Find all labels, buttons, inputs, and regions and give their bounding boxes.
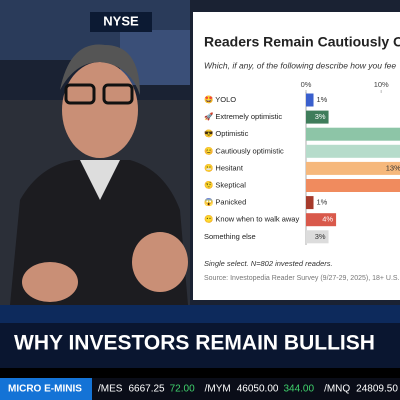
presenter-head bbox=[62, 62, 138, 158]
chart-title: Readers Remain Cautiously Op bbox=[204, 34, 400, 50]
category-label: 😶 Know when to walk away bbox=[204, 215, 299, 224]
ticker-label: MICRO E-MINIS bbox=[8, 384, 82, 395]
ticker-label-box bbox=[0, 378, 92, 400]
lower-strip bbox=[0, 305, 400, 323]
bar bbox=[306, 144, 400, 158]
category-label: 🤩 YOLO bbox=[204, 95, 236, 104]
category-label: 😱 Panicked bbox=[204, 198, 246, 207]
bar bbox=[306, 127, 400, 141]
ticker-items: /MES 6667.25 72.00/MYM 46050.00 344.00/MNQ 24… bbox=[98, 384, 398, 395]
presenter-glasses bbox=[102, 83, 134, 105]
ticker-symbol: /MES bbox=[98, 384, 123, 395]
category-label: 😎 Optimistic bbox=[204, 129, 249, 138]
category-label: 🤨 Skeptical bbox=[204, 180, 246, 189]
banner-text: WHY INVESTORS REMAIN BULLISH bbox=[14, 332, 375, 355]
bar bbox=[306, 213, 337, 227]
category-label: Something else bbox=[204, 232, 256, 241]
value-label: 1% bbox=[317, 198, 328, 207]
ticker-price: 24809.50 bbox=[356, 384, 398, 395]
ticker-change: 72.00 bbox=[170, 384, 195, 395]
category-label: 😊 Cautiously optimistic bbox=[204, 146, 284, 155]
presenter-hand bbox=[132, 232, 188, 292]
ticker bbox=[0, 378, 400, 400]
banner bbox=[0, 323, 400, 368]
value-label: 3% bbox=[315, 232, 326, 241]
chart: Readers Remain Cautiously Op Which, if a… bbox=[204, 34, 400, 282]
value-label: 1% bbox=[317, 95, 328, 104]
value-label: 3% bbox=[315, 112, 326, 121]
ticker-symbol: /MNQ bbox=[324, 384, 350, 395]
bar bbox=[306, 93, 314, 107]
chart-source: Source: Investopedia Reader Survey (9/27… bbox=[204, 275, 400, 282]
chart-subtitle: Which, if any, of the following describe… bbox=[204, 60, 396, 70]
bar bbox=[306, 110, 329, 124]
value-label: 13% bbox=[386, 163, 400, 172]
presenter-hair bbox=[60, 44, 140, 95]
bar bbox=[306, 161, 400, 175]
presenter-glasses bbox=[64, 83, 96, 105]
x-tick-label: 10% bbox=[374, 80, 389, 89]
value-label: 4% bbox=[322, 215, 333, 224]
ticker-symbol: /MYM bbox=[205, 384, 231, 395]
bar bbox=[306, 230, 329, 244]
ticker-change: 344.00 bbox=[283, 384, 314, 395]
ticker-price: 46050.00 bbox=[237, 384, 279, 395]
bar bbox=[306, 179, 400, 192]
nyse-sign bbox=[90, 12, 152, 32]
nyse-sign-text: NYSE bbox=[103, 13, 139, 28]
category-label: 😬 Hesitant bbox=[204, 163, 244, 172]
category-label: 🚀 Extremely optimistic bbox=[204, 112, 282, 121]
ticker-price: 6667.25 bbox=[128, 384, 165, 395]
bar bbox=[306, 196, 314, 210]
chart-note: Single select. N=802 invested readers. bbox=[204, 259, 333, 268]
presenter-hand bbox=[22, 262, 78, 302]
x-tick-label: 0% bbox=[301, 80, 312, 89]
presenter-shirt bbox=[80, 160, 120, 200]
